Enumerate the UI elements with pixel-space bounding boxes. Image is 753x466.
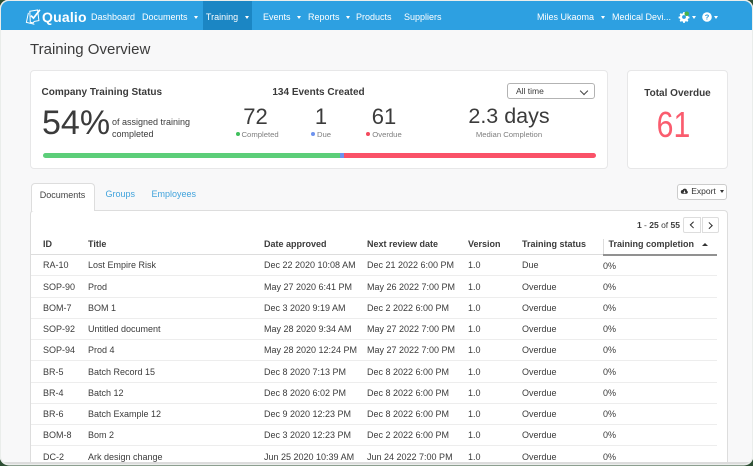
svg-text:?: ? xyxy=(705,13,710,22)
